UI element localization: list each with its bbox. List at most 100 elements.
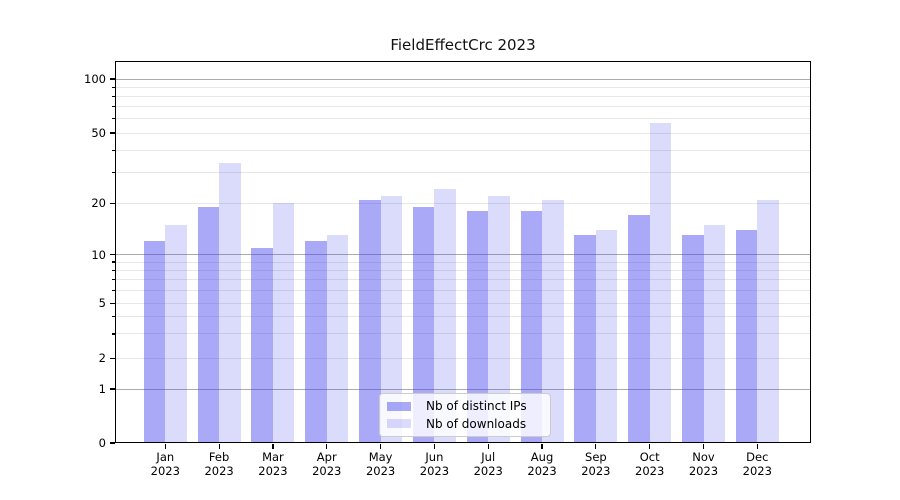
gridline-minor [116,279,810,281]
x-tick-label-line: 2023 [419,464,450,478]
x-tick-mark [379,444,382,449]
gridline-minor [116,149,810,151]
x-tick-label: Oct 2023 [622,450,678,478]
gridline-minor [116,118,810,120]
bar-downloads-sep [595,229,618,443]
gridline-minor [116,316,810,318]
gridline-minor [116,171,810,173]
bar-downloads-dec [757,199,779,443]
legend-label-distinct-ips: Nb of distinct IPs [426,399,527,414]
gridline-minor [116,302,810,304]
y-tick-mark [110,254,115,256]
y-tick-mark-minor [112,316,115,318]
gridline-minor [116,86,810,88]
y-tick-label: 100 [84,72,106,86]
bar-distinct-ips-jun [412,207,435,443]
bar-distinct-ips-apr [305,241,327,443]
y-tick-mark-minor [112,171,115,173]
bar-distinct-ips-dec [735,229,758,443]
x-tick-label-line: Mar [262,450,284,464]
gridline-minor [116,290,810,292]
gridline-minor [116,106,810,108]
y-tick-label: 0 [98,436,106,450]
x-tick-mark [326,444,328,449]
x-tick-label: Jan 2023 [137,450,193,478]
legend-item-downloads: Nb of downloads [387,417,543,431]
legend-item-distinct-ips: Nb of distinct IPs [387,399,543,413]
gridline-major [116,78,810,80]
x-tick-mark [487,444,489,449]
x-tick-label-line: 2023 [688,464,719,478]
x-tick-label: Aug 2023 [514,450,570,478]
bar-downloads-feb [219,162,241,443]
bar-distinct-ips-jan [143,241,166,443]
y-tick-mark-minor [112,289,115,292]
bar-distinct-ips-mar [251,247,273,443]
x-tick-label: Sep 2023 [568,450,624,478]
y-tick-mark-minor [112,333,115,335]
x-tick-mark [272,444,274,449]
bar-distinct-ips-jul [466,211,489,443]
gridline-minor [116,202,810,204]
bar-distinct-ips-may [359,199,381,443]
y-tick-mark-minor [112,261,115,263]
x-tick-mark [649,444,651,449]
x-tick-label-line: Oct [639,450,660,464]
y-tick-mark-minor [112,149,115,151]
x-tick-mark [218,444,220,449]
y-tick-mark-minor [112,279,115,281]
bar-downloads-may [380,195,403,443]
x-tick-mark [702,444,705,449]
chart-title: FieldEffectCrc 2023 [390,36,536,54]
x-tick-label: Jul 2023 [460,450,516,478]
y-tick-mark [110,132,115,134]
y-tick-label: 1 [98,382,106,396]
x-tick-label-line: Nov [692,450,715,464]
x-tick-label: Apr 2023 [299,450,355,478]
bar-downloads-oct [649,122,672,443]
x-tick-label: Nov 2023 [676,450,732,478]
x-tick-label-line: 2023 [258,464,288,478]
y-tick-mark [110,302,115,304]
x-tick-label-line: Feb [208,450,230,464]
gridline-minor [116,132,810,134]
x-tick-label-line: Jul [481,450,496,464]
x-tick-label-line: 2023 [742,464,772,478]
y-tick-label: 10 [91,247,106,262]
bar-downloads-mar [272,203,295,443]
gridline-minor [116,357,810,359]
y-tick-mark-minor [112,95,115,97]
gridline-major [116,254,810,256]
bar-downloads-jan [165,224,187,443]
gridline-minor [116,333,810,335]
x-tick-label-line: Aug [530,450,554,464]
x-tick-label-line: 2023 [635,464,665,478]
x-tick-mark [595,444,597,449]
legend: Nb of distinct IPs Nb of downloads [379,393,551,437]
y-tick-mark-minor [112,86,115,88]
bar-downloads-jul [488,195,510,443]
y-tick-label: 50 [91,126,106,140]
x-tick-mark [756,444,758,449]
y-tick-label: 2 [98,351,106,366]
x-tick-label-line: Dec [746,450,769,464]
x-tick-label: Jun 2023 [406,450,462,478]
bar-distinct-ips-aug [520,211,543,443]
x-tick-label-line: 2023 [204,464,234,478]
x-tick-label-line: 2023 [312,464,342,478]
legend-label-downloads: Nb of downloads [426,416,527,431]
y-tick-mark-minor [112,269,115,271]
x-tick-mark [541,444,543,449]
x-tick-label-line: 2023 [365,464,396,478]
legend-swatch-downloads [387,419,411,429]
x-tick-label-line: Sep [585,450,607,464]
bar-distinct-ips-sep [574,235,596,443]
x-tick-label: Feb 2023 [191,450,247,478]
x-tick-label-line: May [368,450,393,464]
x-tick-mark [164,444,166,449]
y-tick-mark-minor [112,106,115,108]
bar-distinct-ips-nov [682,235,704,443]
y-tick-mark [110,78,115,80]
y-tick-label: 20 [91,196,106,211]
